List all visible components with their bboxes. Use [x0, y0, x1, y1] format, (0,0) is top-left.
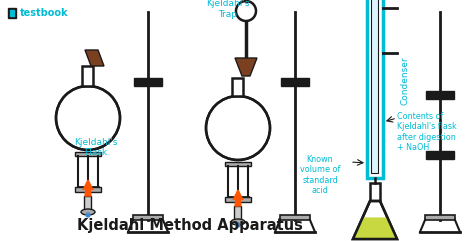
Bar	[75, 187, 101, 192]
Ellipse shape	[81, 209, 95, 215]
Bar	[233, 78, 244, 96]
Bar	[225, 162, 251, 166]
Bar	[75, 152, 101, 156]
Bar	[367, 0, 383, 178]
Bar	[281, 78, 309, 86]
Text: Kjeldahl Method Apparatus: Kjeldahl Method Apparatus	[77, 218, 303, 233]
Bar	[133, 215, 163, 220]
Bar	[235, 206, 241, 220]
Polygon shape	[233, 190, 243, 206]
Text: Known
volume of
standard
acid: Known volume of standard acid	[300, 155, 340, 195]
Bar	[8, 8, 16, 18]
Polygon shape	[353, 201, 397, 239]
Bar	[370, 183, 380, 201]
Text: Kjeldahl's
Flask: Kjeldahl's Flask	[74, 138, 118, 157]
Circle shape	[206, 96, 270, 160]
Bar	[225, 197, 251, 202]
Text: Condenser: Condenser	[401, 56, 410, 105]
Bar	[10, 10, 14, 16]
Bar	[280, 215, 310, 220]
Polygon shape	[353, 218, 397, 239]
Bar	[426, 151, 454, 159]
Bar	[372, 0, 379, 173]
Bar	[84, 196, 91, 210]
Polygon shape	[235, 58, 257, 76]
Bar	[82, 66, 93, 86]
Bar	[134, 78, 162, 86]
Ellipse shape	[231, 219, 245, 225]
Bar	[426, 91, 454, 99]
Polygon shape	[83, 180, 93, 196]
Text: Contents of
Kjeldahl's flask
after digestion
+ NaOH: Contents of Kjeldahl's flask after diges…	[397, 112, 457, 152]
Circle shape	[56, 86, 120, 150]
Bar	[425, 215, 455, 220]
Text: Kjeldahl's
Trap: Kjeldahl's Trap	[206, 0, 250, 19]
Circle shape	[86, 213, 90, 217]
Text: testbook: testbook	[20, 8, 69, 18]
Polygon shape	[85, 50, 104, 66]
Circle shape	[236, 223, 240, 227]
Circle shape	[236, 1, 256, 21]
